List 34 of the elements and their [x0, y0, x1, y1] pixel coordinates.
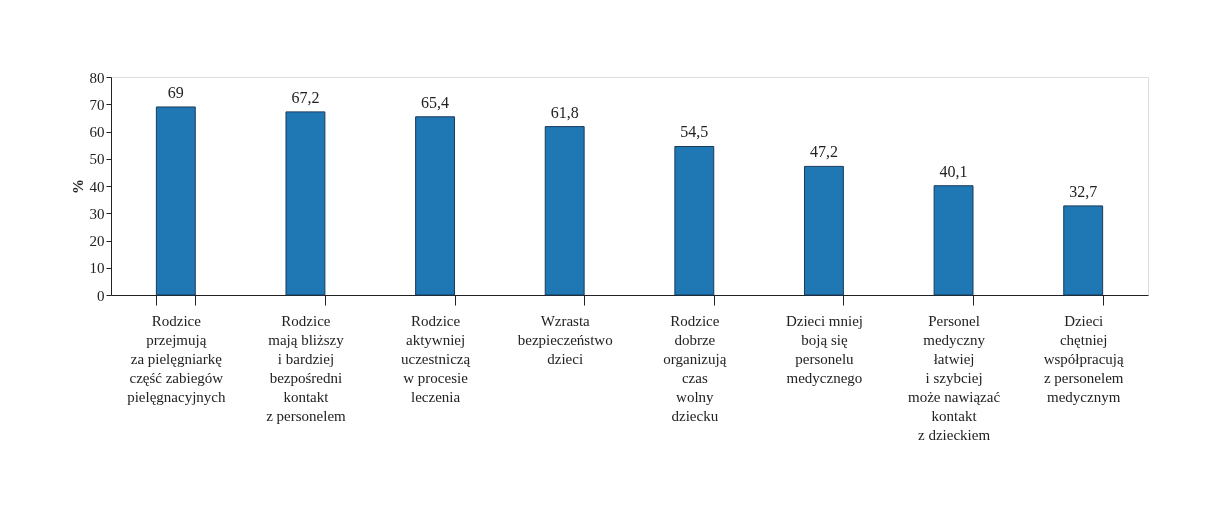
bar: [674, 145, 715, 296]
data-label: 67,2: [291, 88, 320, 106]
bar: [1063, 205, 1104, 296]
x-tick-label: Rodzice aktywniej uczestniczą w procesie leczenia: [401, 312, 471, 405]
y-tick-label: 0: [97, 287, 105, 304]
data-label: 32,7: [1069, 182, 1098, 200]
y-tick-label: 70: [89, 96, 105, 113]
bar: [933, 185, 974, 296]
x-tick-label: Personel medyczny łatwiej i szybciej może nawiązać kontakt z dzieckiem: [908, 312, 1001, 443]
y-axis-title: %: [69, 179, 86, 194]
data-label: 61,8: [550, 103, 579, 121]
data-label: 40,1: [939, 162, 968, 180]
y-tick-label: 20: [89, 233, 105, 249]
data-label: 69: [167, 83, 184, 101]
bar: [285, 111, 326, 296]
bar: [544, 126, 585, 296]
data-label: 54,5: [680, 123, 709, 141]
y-tick-label: 40: [89, 178, 105, 195]
x-tick-label: Rodzice przejmują za pielęgniarkę część zabiegów pielęgnacyjnych: [127, 312, 226, 405]
y-tick-label: 50: [89, 151, 105, 168]
x-tick-label: Rodzice dobrze organizują czas wolny dziecku: [663, 312, 727, 424]
y-tick-label: 30: [89, 205, 105, 222]
data-label: 47,2: [809, 143, 838, 161]
y-tick-label: 10: [89, 260, 105, 277]
bar: [803, 165, 844, 296]
bar: [415, 116, 456, 296]
x-tick-label: Dzieci mniej boją się personelu medycznego: [785, 312, 863, 386]
x-tick-label: Wzrasta bezpieczeństwo dzieci: [517, 312, 613, 367]
data-label: 65,4: [421, 93, 450, 111]
y-tick-label: 80: [89, 69, 105, 86]
bar: [155, 106, 196, 296]
x-tick-label: Dzieci chętniej współpracują z personelem medycznym: [1043, 312, 1125, 405]
y-tick-label: 60: [89, 124, 105, 140]
x-tick-label: Rodzice mają bliższy i bardziej bezpośredni kontakt z personelem: [266, 312, 347, 424]
